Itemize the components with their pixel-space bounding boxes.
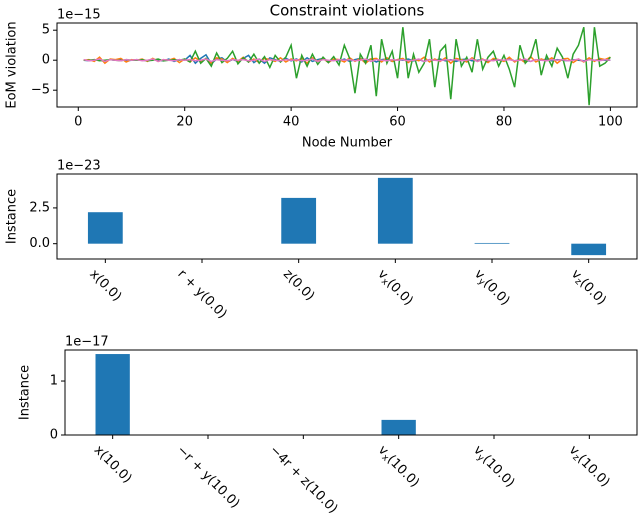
y-tick-label: 0.0 [29,236,50,251]
axes-frame [56,173,638,260]
x-tick-label: x(10.0) [91,443,135,487]
x-tick-label: 100 [598,115,623,130]
x-tick-label: r + y(0.0) [174,267,229,322]
x-axis-label: Node Number [302,136,393,151]
line-series [83,58,611,63]
x-tick-label: x(0.0) [86,267,124,305]
y-tick-label: 0 [42,53,50,68]
bar [95,354,130,435]
y-axis-label: EoM violation [5,21,20,108]
x-tick-label: vx(10.0) [374,443,422,491]
offset-label: 1e−17 [65,335,109,350]
x-tick-label: −4r + z(10.0) [266,443,340,517]
y-tick-label: 2.5 [29,200,50,215]
y-tick-label: 0 [50,428,58,443]
offset-label: 1e−23 [57,159,101,174]
bar [571,243,607,256]
x-tick-label: 40 [283,115,300,130]
x-tick-label: 0 [74,115,82,130]
y-tick-label: −5 [31,83,50,98]
bar [377,177,413,244]
bar [87,212,123,244]
x-tick-label: 20 [176,115,193,130]
x-tick-label: vy(10.0) [470,443,518,491]
y-axis-label: Instance [18,365,33,420]
x-tick-label: 80 [496,115,513,130]
bar [281,197,317,244]
axes-frame [64,349,638,436]
x-tick-label: vy(0.0) [470,267,512,309]
bar [381,419,416,435]
x-tick-label: vx(0.0) [374,267,416,309]
x-tick-label: z(0.0) [280,267,317,304]
chart-title: Constraint violations [270,2,425,20]
y-axis-label: Instance [5,189,20,244]
x-tick-label: vz(10.0) [565,443,613,491]
x-tick-label: 60 [389,115,406,130]
line-series [83,26,611,106]
offset-label: 1e−15 [57,8,101,23]
y-tick-label: 5 [42,23,50,38]
y-tick-label: 1 [50,374,58,389]
x-tick-label: vz(0.0) [567,267,609,309]
axes-frame [56,22,638,108]
x-tick-label: −r + y(10.0) [174,443,243,512]
bar [474,242,510,244]
